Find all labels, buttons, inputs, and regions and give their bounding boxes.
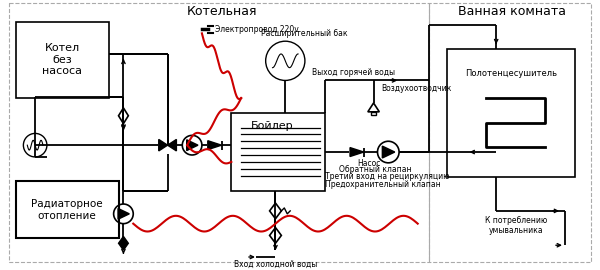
Text: Третий вход на рециркуляцию: Третий вход на рециркуляцию [325, 172, 449, 181]
Polygon shape [208, 141, 221, 150]
Text: Вход холодной воды: Вход холодной воды [234, 260, 317, 269]
Text: Котельная: Котельная [186, 5, 257, 18]
Text: Котел
без
насоса: Котел без насоса [42, 43, 82, 76]
Text: Предохранительный клапан: Предохранительный клапан [325, 180, 440, 188]
Text: Электропровод 220v: Электропровод 220v [215, 25, 298, 34]
Polygon shape [167, 139, 176, 151]
Bar [232, 113, 325, 191]
Bar [371, 112, 376, 115]
Text: Выход горячей воды: Выход горячей воды [313, 68, 395, 76]
Text: Полотенцесушитель: Полотенцесушитель [465, 69, 557, 78]
Text: Воздухоотводчик: Воздухоотводчик [382, 84, 452, 93]
Text: Обратный клапан: Обратный клапан [339, 165, 412, 174]
Polygon shape [119, 237, 128, 250]
Polygon shape [159, 139, 167, 151]
Polygon shape [350, 148, 364, 157]
Polygon shape [382, 146, 395, 158]
Text: Насос: Насос [357, 159, 380, 168]
Text: Расширительный бак: Расширительный бак [261, 29, 347, 38]
Text: Бойлер: Бойлер [251, 121, 293, 131]
Text: Ванная комната: Ванная комната [458, 5, 566, 18]
Bar [16, 22, 109, 98]
Text: Радиаторное
отопление: Радиаторное отопление [31, 199, 103, 221]
Bar [447, 49, 575, 177]
Polygon shape [187, 140, 198, 151]
Bar [16, 181, 119, 238]
Polygon shape [118, 208, 130, 219]
Text: К потреблению
умывальника: К потреблению умывальника [485, 216, 547, 235]
